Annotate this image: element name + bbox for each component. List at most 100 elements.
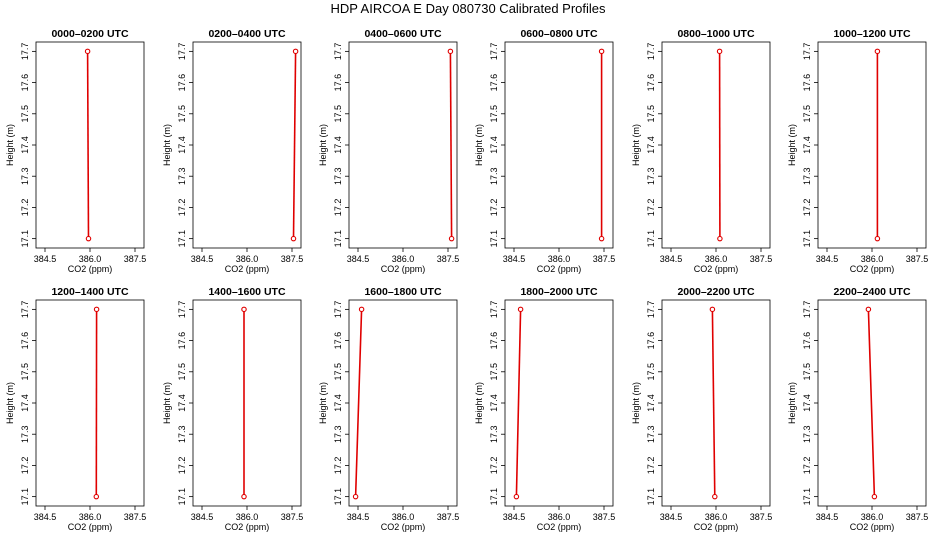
y-tick-label: 17.4 xyxy=(802,394,812,412)
y-tick-label: 17.1 xyxy=(20,230,30,248)
y-tick-label: 17.2 xyxy=(646,199,656,217)
y-tick-label: 17.5 xyxy=(333,363,343,381)
y-tick-label: 17.3 xyxy=(177,425,187,443)
y-tick-label: 17.7 xyxy=(20,43,30,61)
y-tick-label: 17.5 xyxy=(177,363,187,381)
data-point xyxy=(716,48,723,55)
y-axis-label: Height (m) xyxy=(474,382,484,424)
y-axis-label: Height (m) xyxy=(631,124,641,166)
data-point xyxy=(241,306,247,313)
panel-4: 0600–0800 UTC 384.5 386.0 387.5 17.1 17.2 17.3… xyxy=(474,28,615,274)
panel-3: 0400–0600 UTC 384.5 386.0 387.5 17.1 17.2 17.3… xyxy=(318,28,459,274)
y-tick-label: 17.4 xyxy=(333,394,343,412)
data-point xyxy=(241,493,247,500)
y-tick-label: 17.6 xyxy=(802,332,812,350)
x-tick-label: 384.5 xyxy=(347,512,370,522)
panel-7: 1200–1400 UTC 384.5 386.0 387.5 17.1 17.2 17.3… xyxy=(5,286,146,532)
x-tick-label: 386.0 xyxy=(861,512,884,522)
y-tick-label: 17.2 xyxy=(333,457,343,475)
plot-frame xyxy=(348,299,458,507)
data-point xyxy=(598,235,605,242)
x-tick-label: 384.5 xyxy=(191,254,214,264)
y-tick-label: 17.2 xyxy=(333,199,343,217)
y-tick-label: 17.5 xyxy=(489,363,499,381)
x-tick-label: 384.5 xyxy=(816,254,839,264)
panel-12: 2200–2400 UTC 384.5 386.0 387.5 17.1 17.2 17.3… xyxy=(787,286,928,532)
x-tick-label: 387.5 xyxy=(124,254,147,264)
x-tick-label: 384.5 xyxy=(347,254,370,264)
data-point xyxy=(598,48,605,55)
y-tick-label: 17.4 xyxy=(489,136,499,154)
x-tick-label: 387.5 xyxy=(593,254,616,264)
x-axis-label: CO2 (ppm) xyxy=(225,264,270,274)
data-point xyxy=(290,235,297,242)
y-tick-label: 17.4 xyxy=(333,136,343,154)
plot-frame xyxy=(504,41,614,249)
y-tick-label: 17.4 xyxy=(646,394,656,412)
x-tick-label: 386.0 xyxy=(236,254,259,264)
y-tick-label: 17.7 xyxy=(177,43,187,61)
y-tick-label: 17.2 xyxy=(20,199,30,217)
y-tick-label: 17.1 xyxy=(646,488,656,506)
data-point xyxy=(712,493,718,500)
y-axis-label: Height (m) xyxy=(474,124,484,166)
y-tick-label: 17.1 xyxy=(177,488,187,506)
y-tick-label: 17.5 xyxy=(489,105,499,123)
data-point xyxy=(358,306,365,313)
y-tick-label: 17.2 xyxy=(802,199,812,217)
y-tick-label: 17.7 xyxy=(489,43,499,61)
data-point xyxy=(865,306,872,313)
x-tick-label: 386.0 xyxy=(705,512,728,522)
panel-title: 2200–2400 UTC xyxy=(833,286,910,298)
x-axis-label: CO2 (ppm) xyxy=(537,522,582,532)
data-point xyxy=(93,306,100,313)
x-tick-label: 387.5 xyxy=(437,254,460,264)
y-tick-label: 17.7 xyxy=(489,301,499,319)
y-axis-label: Height (m) xyxy=(5,124,15,166)
x-tick-label: 387.5 xyxy=(281,254,304,264)
y-axis-label: Height (m) xyxy=(318,382,328,424)
y-tick-label: 17.7 xyxy=(646,301,656,319)
y-tick-label: 17.6 xyxy=(20,74,30,92)
y-tick-label: 17.1 xyxy=(177,230,187,248)
x-tick-label: 384.5 xyxy=(191,512,214,522)
profile-line xyxy=(449,51,453,239)
y-tick-label: 17.2 xyxy=(177,457,187,475)
x-tick-label: 386.0 xyxy=(705,254,728,264)
y-tick-label: 17.5 xyxy=(802,105,812,123)
x-axis-label: CO2 (ppm) xyxy=(694,522,739,532)
data-point xyxy=(352,493,359,500)
y-tick-label: 17.5 xyxy=(802,363,812,381)
y-tick-label: 17.1 xyxy=(333,230,343,248)
x-axis-label: CO2 (ppm) xyxy=(850,522,895,532)
panel-title: 0800–1000 UTC xyxy=(677,28,754,40)
x-tick-label: 384.5 xyxy=(34,254,57,264)
y-tick-label: 17.3 xyxy=(333,425,343,443)
y-tick-label: 17.1 xyxy=(802,488,812,506)
panel-6: 1000–1200 UTC 384.5 386.0 387.5 17.1 17.2 17.3… xyxy=(787,28,928,274)
y-tick-label: 17.5 xyxy=(20,363,30,381)
plot-frame xyxy=(35,299,145,507)
y-tick-label: 17.1 xyxy=(333,488,343,506)
panel-11: 2000–2200 UTC 384.5 386.0 387.5 17.1 17.2 17.3… xyxy=(631,286,772,532)
panel-title: 2000–2200 UTC xyxy=(677,286,754,298)
y-tick-label: 17.4 xyxy=(646,136,656,154)
panel-title: 0400–0600 UTC xyxy=(364,28,441,40)
x-tick-label: 386.0 xyxy=(236,512,259,522)
panel-title: 0200–0400 UTC xyxy=(208,28,285,40)
y-tick-label: 17.3 xyxy=(802,425,812,443)
y-axis-label: Height (m) xyxy=(5,382,15,424)
data-point xyxy=(709,306,716,313)
y-tick-label: 17.2 xyxy=(20,457,30,475)
y-tick-label: 17.2 xyxy=(489,457,499,475)
y-tick-label: 17.7 xyxy=(802,301,812,319)
y-tick-label: 17.1 xyxy=(20,488,30,506)
y-tick-label: 17.3 xyxy=(20,167,30,185)
y-tick-label: 17.3 xyxy=(333,167,343,185)
y-tick-label: 17.4 xyxy=(20,394,30,412)
y-tick-label: 17.3 xyxy=(802,167,812,185)
figure-title: HDP AIRCOA E Day 080730 Calibrated Profi… xyxy=(330,1,606,16)
data-point xyxy=(513,493,520,500)
y-tick-label: 17.6 xyxy=(20,332,30,350)
